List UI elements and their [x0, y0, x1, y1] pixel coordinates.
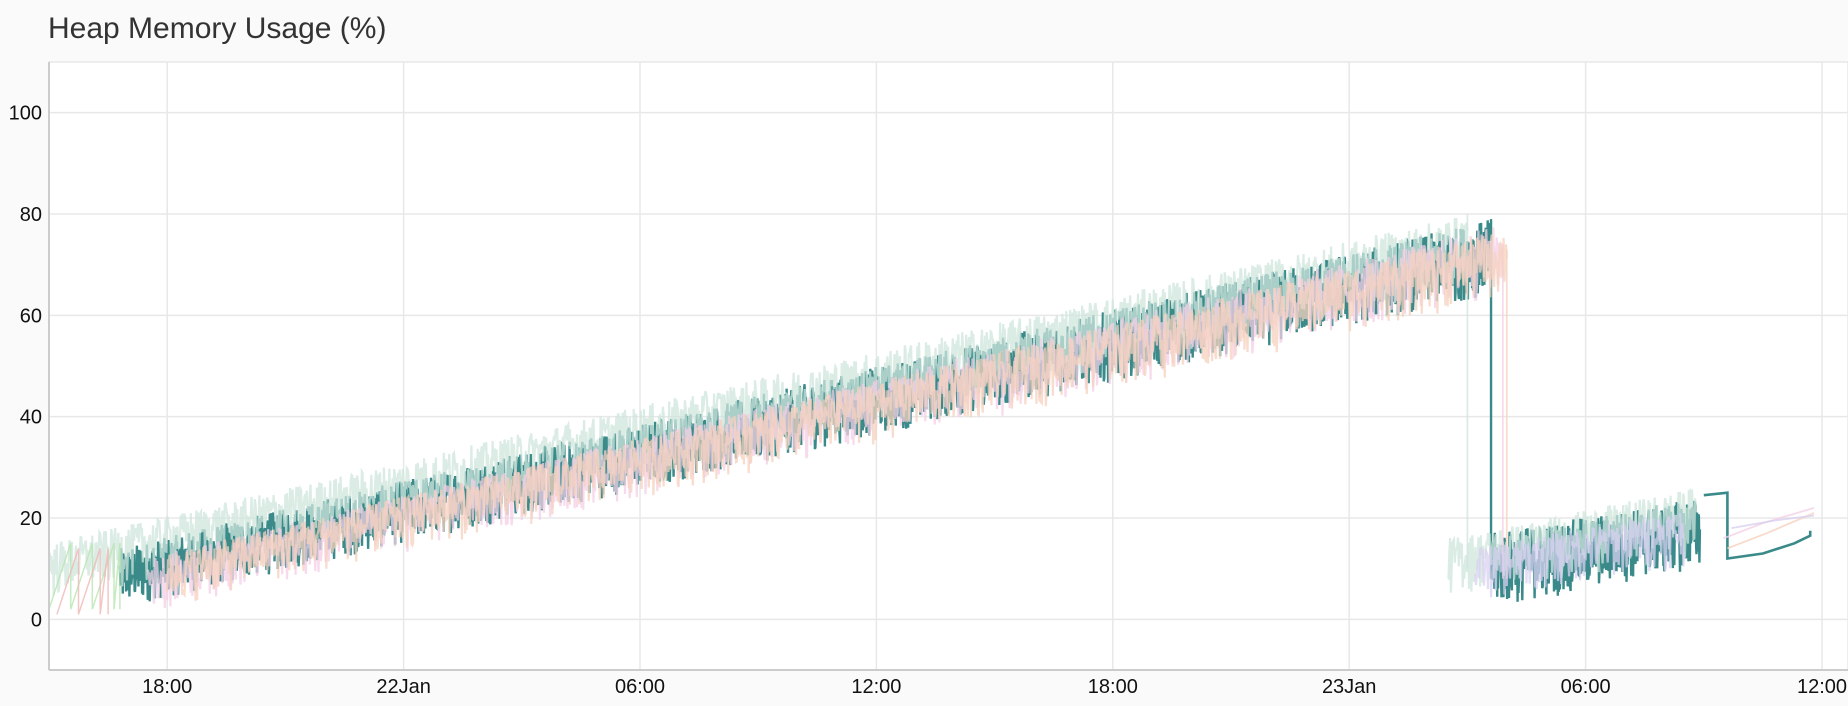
series-line — [166, 234, 1508, 601]
series-line — [1474, 513, 1686, 598]
series-group — [47, 214, 1815, 615]
y-tick-label: 20 — [20, 508, 42, 530]
series-tail — [1703, 491, 1812, 560]
chart-title: Heap Memory Usage (%) — [48, 12, 387, 45]
x-tick-label: 18:00 — [1088, 676, 1138, 698]
series-3 — [166, 234, 1815, 601]
series-4 — [1474, 513, 1815, 598]
y-tick-label: 40 — [20, 407, 42, 429]
y-tick-label: 80 — [20, 204, 42, 226]
series-line — [1446, 487, 1697, 593]
series-5 — [48, 543, 121, 610]
axes — [48, 62, 1848, 671]
series-tail — [1727, 512, 1815, 550]
series-tail — [1731, 514, 1815, 529]
x-tick-label: 06:00 — [615, 676, 665, 698]
y-tick-label: 60 — [20, 305, 42, 327]
series-line — [56, 548, 109, 615]
x-tick-label: 12:00 — [1797, 676, 1847, 698]
x-tick-label: 18:00 — [142, 676, 192, 698]
x-tick-label: 12:00 — [851, 676, 901, 698]
x-tick-label: 22Jan — [376, 676, 431, 698]
series-6 — [56, 548, 109, 615]
tick-labels: 0 20 40 60 80 100 18:00 22Jan 06:00 12:00 18:00 23J… — [9, 103, 1847, 698]
y-tick-label: 100 — [9, 103, 42, 125]
series-line — [48, 543, 121, 610]
y-tick-label: 0 — [31, 609, 42, 631]
x-tick-label: 06:00 — [1561, 676, 1611, 698]
x-tick-label: 23Jan — [1322, 676, 1377, 698]
